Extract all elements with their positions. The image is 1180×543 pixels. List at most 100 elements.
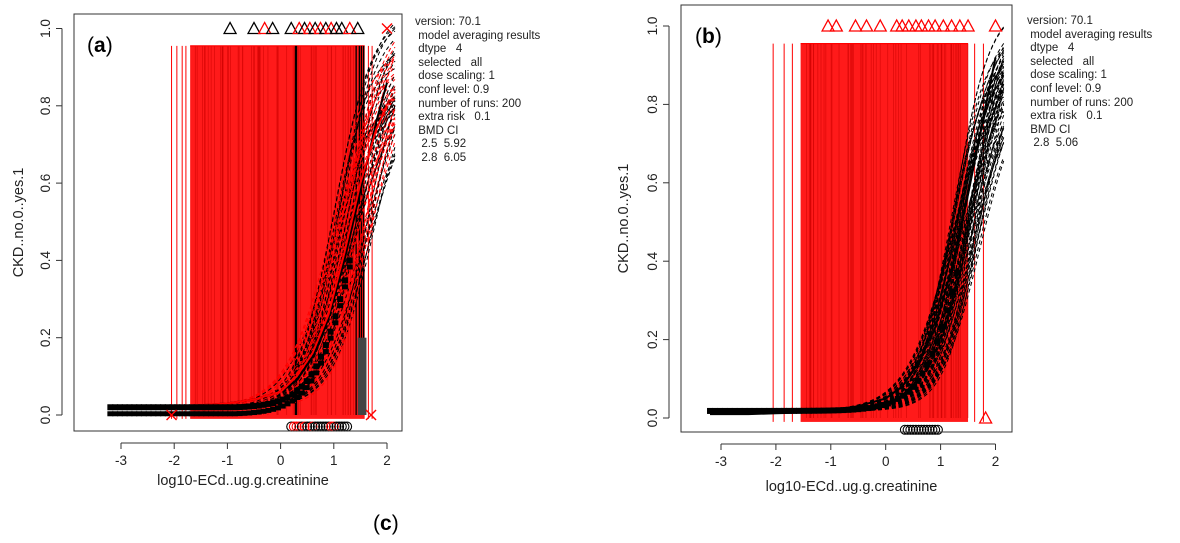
data-point bbox=[795, 407, 802, 414]
bootstrap-curve bbox=[110, 96, 396, 409]
data-point bbox=[327, 335, 334, 341]
data-point bbox=[805, 407, 812, 414]
data-point bbox=[107, 404, 114, 411]
data-point bbox=[227, 404, 234, 411]
y-tick-label: 0.4 bbox=[38, 251, 53, 270]
bootstrap-curve bbox=[710, 58, 1005, 412]
data-point-x bbox=[166, 409, 178, 421]
data-point-triangle bbox=[914, 18, 929, 32]
data-point bbox=[270, 399, 277, 406]
data-point bbox=[270, 406, 277, 412]
data-point bbox=[183, 411, 190, 417]
data-point-triangle bbox=[952, 18, 967, 32]
x-tick-label: 1 bbox=[937, 454, 945, 469]
data-point bbox=[904, 388, 911, 395]
data-point bbox=[212, 404, 219, 411]
x-axis: -3 -2 -1 0 1 2 bbox=[115, 442, 391, 468]
data-point bbox=[179, 411, 186, 417]
data-point bbox=[845, 406, 852, 413]
info-text-a: version: 70.1 model averaging results dt… bbox=[415, 16, 541, 164]
data-point bbox=[786, 407, 793, 414]
data-point bbox=[274, 405, 281, 411]
bootstrap-curve bbox=[710, 61, 1005, 412]
data-point bbox=[116, 404, 123, 411]
data-point bbox=[341, 284, 348, 290]
data-point bbox=[308, 371, 315, 378]
bootstrap-curve bbox=[710, 142, 1005, 412]
plot-frame bbox=[73, 13, 403, 432]
bootstrap-curve bbox=[710, 137, 1005, 412]
data-point bbox=[954, 269, 961, 276]
data-point bbox=[284, 394, 291, 401]
data-point bbox=[150, 404, 157, 411]
data-point bbox=[136, 404, 143, 411]
data-point bbox=[870, 404, 877, 411]
data-point bbox=[126, 411, 133, 417]
data-point bbox=[188, 404, 195, 411]
chart-panel-a: -3 -2 -1 0 1 2 0.0 0.2 0.4 0.6 0.8 1.0 log10-ECd..ug… bbox=[11, 13, 403, 489]
data-point bbox=[255, 409, 262, 415]
data-point bbox=[193, 411, 200, 417]
data-point bbox=[241, 403, 248, 410]
info-text-b: version: 70.1 model averaging results dt… bbox=[1027, 15, 1153, 150]
data-point bbox=[279, 403, 286, 409]
x-tick-label: -3 bbox=[715, 454, 727, 469]
y-tick-label: 0.0 bbox=[645, 409, 660, 428]
bootstrap-curve bbox=[110, 65, 396, 409]
data-point bbox=[346, 264, 353, 270]
data-point bbox=[899, 392, 906, 399]
data-point-triangle bbox=[960, 18, 976, 32]
data-point bbox=[879, 402, 886, 409]
bootstrap-curve bbox=[710, 62, 1005, 412]
data-point bbox=[707, 407, 714, 414]
y-tick-label: 0.2 bbox=[645, 330, 660, 349]
data-point bbox=[217, 411, 224, 417]
data-point bbox=[203, 411, 210, 417]
x-tick-label: -3 bbox=[115, 453, 127, 468]
data-point bbox=[164, 411, 171, 417]
data-point-triangle bbox=[848, 18, 863, 32]
data-point bbox=[121, 411, 128, 417]
panel-label-a: (a) bbox=[87, 34, 113, 57]
data-point bbox=[203, 404, 210, 411]
data-point bbox=[318, 360, 325, 366]
data-point bbox=[217, 404, 224, 411]
data-point bbox=[322, 349, 329, 355]
data-point bbox=[289, 398, 296, 404]
data-point bbox=[222, 404, 229, 411]
data-point bbox=[160, 404, 167, 411]
bmd-marker bbox=[924, 424, 935, 435]
data-point-triangle bbox=[936, 18, 951, 32]
data-point-triangle bbox=[257, 21, 272, 35]
data-point bbox=[830, 407, 837, 414]
data-point bbox=[140, 411, 147, 417]
data-point bbox=[909, 383, 916, 390]
x-axis-label: log10-ECd..ug.g.creatinine bbox=[766, 479, 938, 495]
data-point bbox=[751, 407, 758, 414]
data-point bbox=[222, 411, 229, 417]
data-point bbox=[298, 383, 305, 390]
data-point bbox=[939, 323, 946, 330]
data-point-x bbox=[365, 409, 377, 421]
data-point bbox=[919, 370, 926, 377]
data-point-triangle bbox=[873, 18, 888, 32]
data-point bbox=[889, 398, 896, 405]
data-point bbox=[721, 407, 728, 414]
data-points-low bbox=[107, 257, 353, 417]
data-point bbox=[150, 411, 157, 417]
data-point-triangle bbox=[265, 21, 280, 35]
data-point bbox=[741, 407, 748, 414]
data-point bbox=[207, 404, 214, 411]
data-point bbox=[294, 394, 301, 400]
x-axis: -3 -2 -1 0 1 2 bbox=[715, 443, 999, 469]
bmd-marker bbox=[908, 424, 919, 435]
data-point bbox=[179, 404, 186, 411]
data-point bbox=[303, 378, 310, 385]
data-point bbox=[716, 407, 723, 414]
data-point bbox=[188, 411, 195, 417]
bmd-marker bbox=[916, 424, 927, 435]
data-point bbox=[865, 405, 872, 412]
bootstrap-curve bbox=[710, 67, 1005, 412]
data-point bbox=[183, 404, 190, 411]
